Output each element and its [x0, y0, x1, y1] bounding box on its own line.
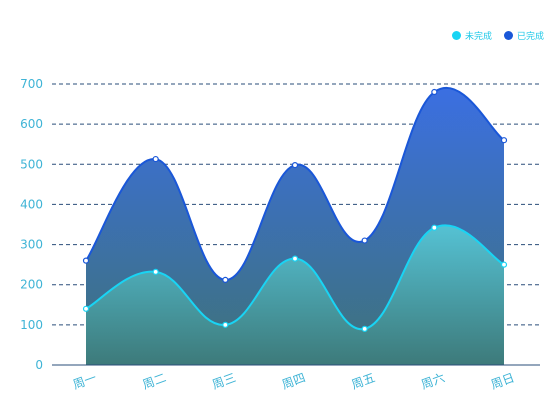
data-point-incomplete	[361, 325, 368, 332]
y-tick-label: 100	[20, 318, 43, 332]
area-incomplete	[86, 225, 504, 365]
x-tick-label: 周四	[280, 371, 307, 392]
data-point-incomplete	[222, 321, 229, 328]
data-point-complete	[222, 276, 229, 283]
data-point-incomplete	[291, 255, 299, 262]
y-tick-label: 400	[20, 197, 43, 211]
data-point-complete	[431, 88, 438, 96]
y-tick-label: 300	[20, 238, 43, 252]
legend-item-incomplete[interactable]: 未完成	[451, 29, 492, 42]
data-point-incomplete	[431, 224, 438, 231]
data-point-complete	[291, 161, 299, 169]
data-point-complete	[152, 155, 159, 163]
x-tick-label: 周一	[71, 371, 98, 392]
legend: 未完成 已完成	[451, 29, 544, 42]
legend-item-complete[interactable]: 已完成	[503, 29, 544, 42]
y-tick-label: 500	[20, 157, 43, 171]
data-point-complete	[361, 237, 368, 244]
legend-label-incomplete: 未完成	[464, 32, 492, 42]
legend-marker-complete	[503, 31, 513, 40]
legend-label-complete: 已完成	[516, 32, 544, 42]
series-areas	[82, 87, 508, 365]
data-point-incomplete	[82, 305, 90, 312]
legend-marker-incomplete	[451, 31, 461, 40]
data-point-incomplete	[152, 268, 159, 275]
data-point-complete	[82, 257, 90, 264]
x-tick-label: 周三	[210, 371, 237, 392]
x-tick-label: 周二	[141, 371, 168, 392]
y-tick-label: 600	[20, 117, 43, 131]
y-tick-label: 200	[20, 278, 43, 292]
data-point-incomplete	[500, 261, 508, 268]
data-point-complete	[500, 137, 508, 144]
x-tick-label: 周六	[419, 371, 446, 392]
x-tick-label: 周五	[350, 371, 377, 392]
x-tick-label: 周日	[489, 371, 516, 392]
y-tick-label: 700	[20, 77, 43, 91]
y-tick-label: 0	[35, 358, 43, 372]
